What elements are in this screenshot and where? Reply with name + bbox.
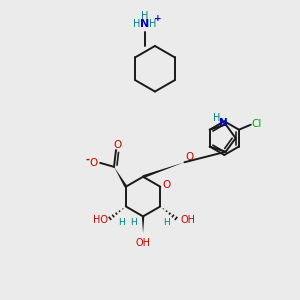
Text: H: H (213, 112, 220, 122)
Text: H: H (141, 11, 149, 21)
Text: O: O (185, 152, 194, 162)
Text: H: H (130, 218, 136, 227)
Text: HO: HO (93, 215, 108, 225)
Text: H: H (118, 218, 125, 227)
Polygon shape (114, 167, 127, 188)
Text: N: N (219, 118, 228, 128)
Polygon shape (142, 162, 184, 178)
Text: O: O (114, 140, 122, 150)
Text: H: H (134, 19, 141, 29)
Polygon shape (142, 216, 144, 233)
Text: N: N (140, 19, 150, 29)
Text: Cl: Cl (251, 119, 262, 129)
Text: H: H (163, 218, 169, 227)
Text: O: O (89, 158, 97, 168)
Text: H: H (149, 19, 157, 29)
Text: OH: OH (181, 215, 196, 225)
Text: O: O (162, 180, 170, 190)
Text: +: + (154, 14, 162, 23)
Text: OH: OH (136, 238, 151, 248)
Text: -: - (85, 155, 89, 165)
